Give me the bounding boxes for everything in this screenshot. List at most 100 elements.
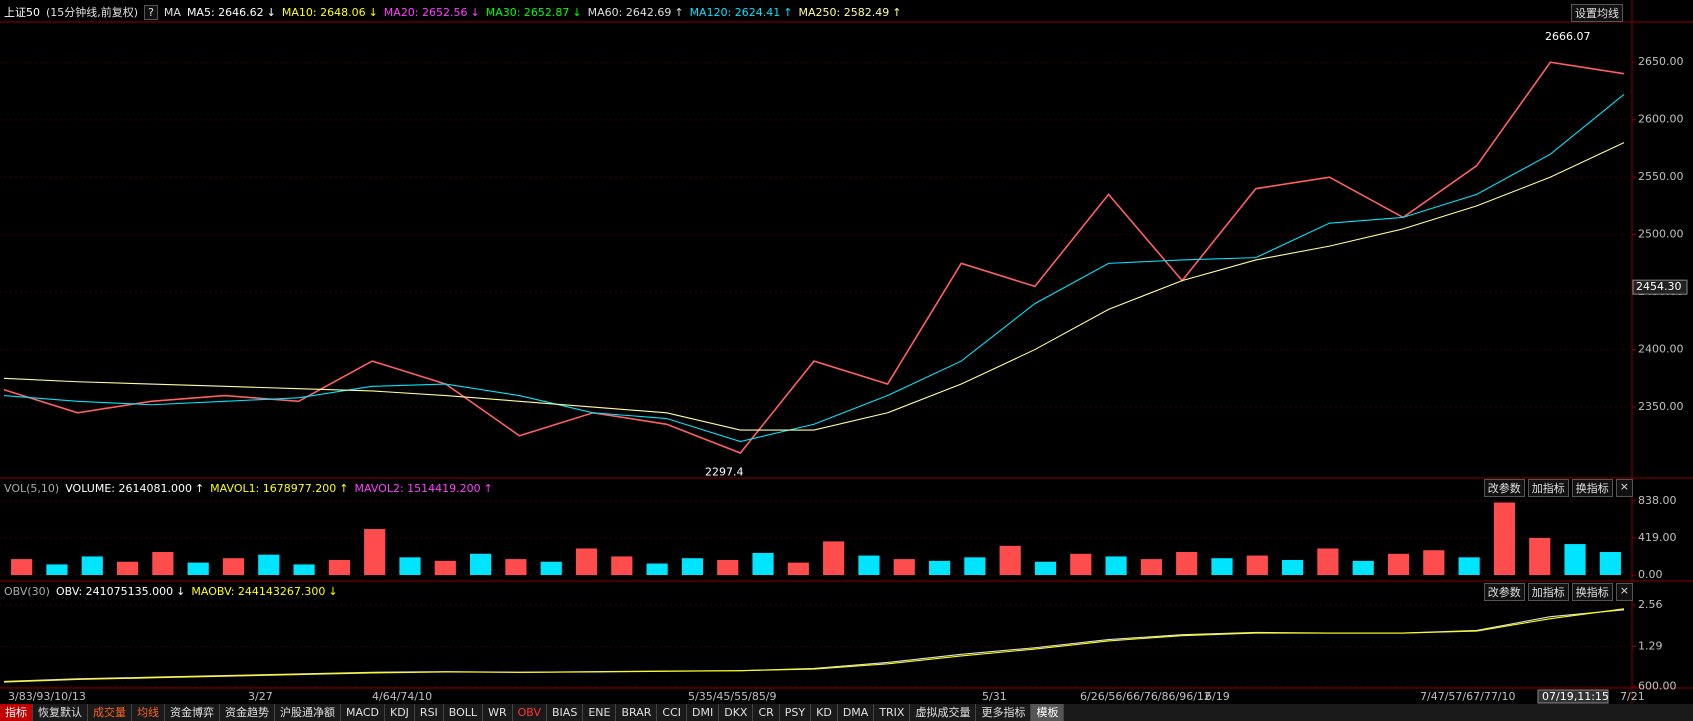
- tab[interactable]: CR: [753, 704, 780, 721]
- panel-title: OBV(30): [4, 584, 50, 598]
- y-tick-label: 2550.00: [1638, 170, 1684, 183]
- vol-header: VOL(5,10) VOLUME: 2614081.000 ↑ MAVOL1: 167…: [4, 479, 493, 497]
- tab-bar: 指标 恢复默认 成交量 均线 资金博弈 资金趋势 沪股通净额 MACD KDJ RSI BOLL WR…: [0, 704, 1693, 721]
- tab[interactable]: OBV: [512, 704, 548, 721]
- volume-bar: [152, 552, 174, 575]
- volume-bar: [46, 564, 68, 575]
- tab[interactable]: ENE: [583, 704, 617, 721]
- ma-label: MA20: 2652.56: [383, 5, 468, 19]
- volume-bar: [964, 557, 986, 575]
- extreme-annotation: 2297.4: [705, 466, 744, 479]
- panel-button[interactable]: 换指标: [1571, 479, 1613, 497]
- tab[interactable]: KD: [811, 704, 838, 721]
- volume-bar: [681, 558, 704, 575]
- main-header: 上证50 (15分钟线,前复权) ? MA MA5: 2646.62 ↓ MA10:…: [4, 3, 901, 21]
- y-tick-label: 2400.00: [1638, 343, 1684, 356]
- series-line: [3, 609, 1625, 683]
- tab[interactable]: 虚拟成交量: [910, 704, 977, 721]
- volume-bar: [1105, 556, 1127, 575]
- volume-bar: [1317, 548, 1339, 575]
- volume-bar: [1176, 552, 1198, 575]
- volume-bar: [540, 561, 562, 575]
- ma-arrow: ↓: [470, 5, 480, 19]
- panel-button[interactable]: ×: [1615, 479, 1633, 497]
- panel-button[interactable]: 换指标: [1571, 583, 1613, 601]
- tab[interactable]: 资金博弈: [165, 704, 220, 721]
- y-tick-label: 2600.00: [1638, 113, 1684, 126]
- volume-bar: [258, 554, 280, 575]
- ma-label: MA5: 2646.62: [186, 5, 264, 19]
- x-tick-label: 6/19: [1205, 690, 1230, 703]
- y-tick-label: 2.56: [1638, 598, 1663, 611]
- tab[interactable]: BOLL: [443, 704, 484, 721]
- x-tick-label: 07/19,11:15: [1542, 690, 1609, 703]
- x-tick-label: 5/35/45/55/85/9: [688, 690, 777, 703]
- volume-bar: [928, 560, 951, 575]
- ma-arrow: ↓: [368, 5, 378, 19]
- ma-label: MA250: 2582.49: [798, 5, 890, 19]
- x-tick-label: 3/27: [248, 690, 273, 703]
- tab[interactable]: CCI: [657, 704, 687, 721]
- tab[interactable]: TRIX: [874, 704, 911, 721]
- tab[interactable]: MACD: [341, 704, 385, 721]
- y-tick-label: 2350.00: [1638, 400, 1684, 413]
- tab[interactable]: DKX: [719, 704, 754, 721]
- series-line: [3, 608, 1625, 683]
- ma-arrow: ↓: [572, 5, 582, 19]
- ma-arrow: ↑: [783, 5, 793, 19]
- tab[interactable]: 模板: [1031, 704, 1065, 721]
- vol-buttons: 改参数 加指标 换指标 ×: [1483, 479, 1633, 497]
- panel-button[interactable]: 改参数: [1483, 583, 1525, 601]
- tab[interactable]: 更多指标: [976, 704, 1032, 721]
- obv-buttons: 改参数 加指标 换指标 ×: [1483, 583, 1633, 601]
- tab[interactable]: DMA: [837, 704, 875, 721]
- obv-header: OBV(30) OBV: 241075135.000 ↓ MAOBV: 2441432…: [4, 582, 338, 600]
- panel-button[interactable]: 加指标: [1527, 479, 1569, 497]
- period: (15分钟线,前复权): [46, 6, 139, 19]
- volume-bar: [575, 548, 598, 575]
- volume-bar: [399, 557, 421, 575]
- panel-button[interactable]: ×: [1615, 583, 1633, 601]
- volume-bar: [187, 562, 209, 575]
- volume-bar: [611, 556, 633, 575]
- value-arrow: ↓: [328, 584, 338, 598]
- tab[interactable]: WR: [483, 704, 513, 721]
- tab[interactable]: 成交量: [88, 704, 132, 721]
- volume-bar: [717, 559, 739, 575]
- tab[interactable]: DMI: [687, 704, 720, 721]
- value-label: VOLUME: 2614081.000: [65, 481, 192, 495]
- volume-bar: [293, 564, 315, 575]
- help[interactable]: ?: [144, 4, 158, 20]
- volume-bar: [1529, 537, 1551, 575]
- volume-bar: [1070, 553, 1092, 575]
- ma-arrow: ↓: [266, 5, 276, 19]
- x-tick-label: 5/31: [982, 690, 1007, 703]
- volume-bar: [1493, 502, 1516, 575]
- tab[interactable]: 沪股通净额: [275, 704, 341, 721]
- series-line: [3, 93, 1625, 443]
- tab[interactable]: BIAS: [547, 704, 584, 721]
- value-label: MAVOL2: 1514419.200: [354, 481, 481, 495]
- tab[interactable]: PSY: [779, 704, 812, 721]
- panel-button[interactable]: 加指标: [1527, 583, 1569, 601]
- tab[interactable]: 恢复默认: [33, 704, 88, 721]
- volume-bar: [1034, 561, 1057, 575]
- volume-bar: [858, 555, 880, 575]
- y-tick-label: 419.00: [1638, 531, 1677, 544]
- panel-button[interactable]: 改参数: [1483, 479, 1525, 497]
- tab[interactable]: 指标: [0, 704, 33, 721]
- tab[interactable]: BRAR: [616, 704, 658, 721]
- y-tick-label: 2650.00: [1638, 55, 1684, 68]
- tab[interactable]: 资金趋势: [220, 704, 275, 721]
- settings-button[interactable]: 设置均线: [1571, 4, 1623, 22]
- panel-title: VOL(5,10): [4, 481, 60, 495]
- tab[interactable]: 均线: [132, 704, 165, 721]
- ma-arrow: ↑: [892, 5, 902, 19]
- volume-bar: [1140, 559, 1162, 575]
- tab[interactable]: KDJ: [384, 704, 415, 721]
- tab[interactable]: RSI: [414, 704, 444, 721]
- series-line: [3, 142, 1625, 431]
- y-tick-label: 1.29: [1638, 639, 1663, 652]
- ma-label: MA120: 2624.41: [689, 5, 781, 19]
